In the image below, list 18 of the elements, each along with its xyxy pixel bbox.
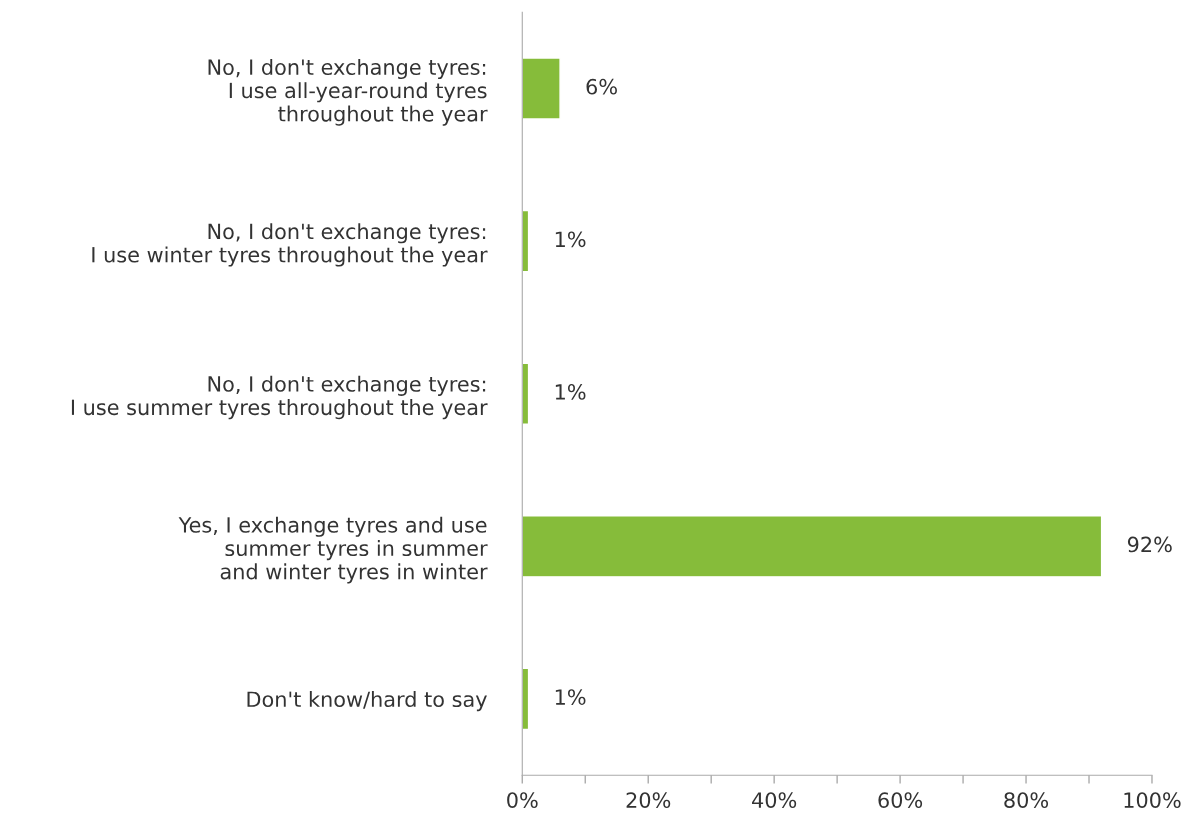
data-label: 1% [555, 689, 586, 705]
data-label: 92% [1127, 536, 1172, 553]
x-tick-label: 60% [878, 792, 923, 808]
bar [522, 57, 561, 120]
bar [522, 515, 1103, 578]
y-tick-label: Don't know/hard to say [247, 690, 487, 712]
x-tick-label: 20% [626, 792, 671, 808]
x-tick-label: 0% [507, 792, 538, 808]
y-tick-label: Yes, I exchange tyres and use summer tyres in summer and winter tyres in winter [178, 516, 488, 584]
x-tick-label: 80% [1004, 792, 1049, 808]
data-label: 6% [586, 78, 617, 95]
data-label: 1% [555, 231, 586, 248]
data-label: 1% [555, 384, 586, 400]
x-tick-label: 40% [752, 792, 797, 808]
x-tick-label: 100% [1124, 792, 1181, 808]
y-tick-label: No, I don't exchange tyres: I use all-year-round tyres throughout the year [208, 58, 488, 126]
y-tick-label: No, I don't exchange tyres: I use winter tyres throughout the year [92, 223, 488, 267]
y-tick-label: No, I don't exchange tyres: I use summer tyres throughout the year [71, 375, 488, 420]
